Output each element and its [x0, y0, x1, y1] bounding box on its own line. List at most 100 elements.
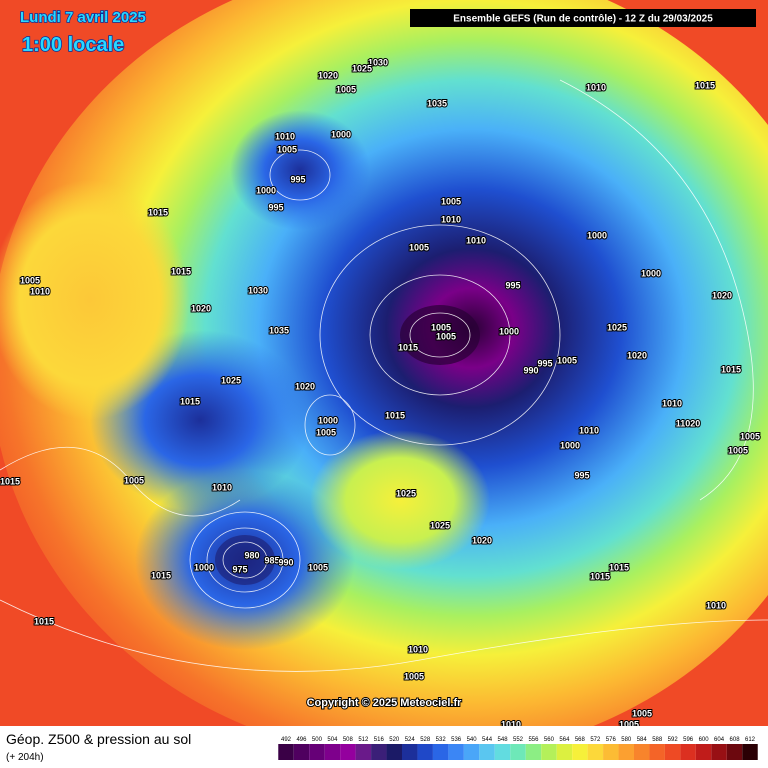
- isobar-label: 1010: [275, 131, 295, 141]
- colorbar-swatch: [711, 744, 727, 760]
- run-box: [410, 9, 756, 27]
- isobar-label: 1005: [20, 275, 40, 285]
- isobar-label: 1025: [430, 520, 450, 530]
- colorbar-label: 544: [482, 737, 493, 743]
- colorbar-swatch: [618, 744, 634, 760]
- colorbar-swatch: [324, 744, 341, 760]
- isobar-label: 1000: [331, 129, 351, 139]
- isobar-label: 1010: [30, 286, 50, 296]
- colorbar-swatch: [402, 744, 418, 760]
- time: 1:00 locale: [22, 34, 124, 56]
- isobar-label: 975: [232, 564, 247, 574]
- isobar-label: 1030: [368, 57, 388, 67]
- isobar-label: 995: [537, 358, 552, 368]
- colorbar-swatch: [448, 744, 464, 760]
- colorbar-swatch: [525, 744, 542, 760]
- run-info: Ensemble GEFS (Run de contrôle) - 12 Z d…: [453, 14, 713, 25]
- colorbar-label: 536: [451, 737, 462, 743]
- colorbar-swatch: [603, 744, 619, 760]
- colorbar-label: 576: [606, 737, 617, 743]
- colorbar-swatch: [634, 744, 650, 760]
- isobar-label: 1005: [436, 331, 456, 341]
- isobar-label: 1005: [740, 431, 760, 441]
- isobar-label: 11020: [676, 418, 701, 428]
- colorbar: 492 496 500 504 508 512 516 520 524 528 532 536 540 5…: [278, 737, 758, 760]
- isobar-label: 1005: [336, 84, 356, 94]
- isobar-label: 1035: [269, 325, 289, 335]
- colorbar-label: 584: [637, 737, 648, 743]
- isobar-label: 1010: [706, 600, 726, 610]
- isobar-label: 1015: [721, 364, 741, 374]
- isobar-label: 990: [278, 557, 293, 567]
- colorbar-swatch: [417, 744, 433, 760]
- colorbar-swatch: [371, 744, 387, 760]
- isobar-label: 1030: [248, 285, 268, 295]
- isobar-label: 1005: [431, 322, 451, 332]
- isobar-label: 1000: [194, 562, 214, 572]
- isobar-label: 1015: [34, 616, 54, 626]
- colorbar-label: 504: [327, 737, 338, 743]
- colorbar-swatch: [572, 744, 588, 760]
- isobar-label: 1015: [590, 571, 610, 581]
- colorbar-label: 520: [389, 737, 400, 743]
- isobar-label: 1015: [609, 562, 629, 572]
- isobar-label: 995: [505, 280, 520, 290]
- colorbar-swatch: [510, 744, 526, 760]
- isobar-label: 1020: [191, 303, 211, 313]
- isobar-label: 1005: [404, 671, 424, 681]
- isobar-label: 1015: [171, 266, 191, 276]
- isobar-label: 1000: [641, 268, 661, 278]
- colorbar-swatch: [587, 744, 604, 760]
- colorbar-swatch: [541, 744, 557, 760]
- isobar-labels: 1030 1025 1020 1005 1035 1010 1015 1010 1000 1005…: [0, 56, 761, 730]
- isobar-label: 1005: [441, 196, 461, 206]
- colorbar-label: 560: [544, 737, 555, 743]
- colorbar-swatch: [355, 744, 372, 760]
- isobar-label: 995: [290, 174, 305, 184]
- isobar-label: 1035: [427, 98, 447, 108]
- colorbar-label: 496: [296, 737, 307, 743]
- colorbar-swatch: [463, 744, 480, 760]
- colorbar-label: 500: [312, 737, 323, 743]
- isobar-label: 1005: [557, 355, 577, 365]
- isobar-label: 1020: [295, 381, 315, 391]
- colorbar-label: 492: [281, 737, 292, 743]
- colorbar-label: 596: [683, 737, 694, 743]
- isobar-label: 1015: [151, 570, 171, 580]
- isobar-label: 1005: [124, 475, 144, 485]
- colorbar-label: 580: [621, 737, 632, 743]
- colorbar-label: 608: [730, 737, 741, 743]
- isobar-label: 1020: [627, 350, 647, 360]
- isobar-label: 1005: [316, 427, 336, 437]
- colorbar-label: 604: [714, 737, 725, 743]
- isobar-label: 1020: [472, 535, 492, 545]
- isobar-label: 1010: [586, 82, 606, 92]
- footer-lead: (+ 204h): [6, 752, 44, 763]
- isobar-label: 1000: [499, 326, 519, 336]
- colorbar-swatch: [309, 744, 325, 760]
- isobar-label: 1025: [396, 488, 416, 498]
- isobar-label: 1010: [466, 235, 486, 245]
- colorbar-label: 600: [699, 737, 710, 743]
- isobar-label: 1025: [221, 375, 241, 385]
- isobar-label: 990: [523, 365, 538, 375]
- isobar-label: 1015: [398, 342, 418, 352]
- isobar-label: 1000: [587, 230, 607, 240]
- isobar-label: 1020: [712, 290, 732, 300]
- colorbar-swatch: [664, 744, 681, 760]
- copyright: Copyright © 2025 Meteociel.fr: [307, 697, 463, 709]
- colorbar-label: 548: [498, 737, 509, 743]
- colorbar-label: 592: [668, 737, 679, 743]
- colorbar-label: 556: [528, 737, 539, 743]
- colorbar-swatch: [293, 744, 310, 760]
- colorbar-label: 532: [436, 737, 447, 743]
- colorbar-swatch: [556, 744, 573, 760]
- isobar-label: 1010: [662, 398, 682, 408]
- colorbar-label: 512: [358, 737, 369, 743]
- colorbar-label: 612: [745, 737, 756, 743]
- isobar-label: 985: [264, 555, 279, 565]
- colorbar-label: 540: [467, 737, 478, 743]
- colorbar-label: 588: [652, 737, 663, 743]
